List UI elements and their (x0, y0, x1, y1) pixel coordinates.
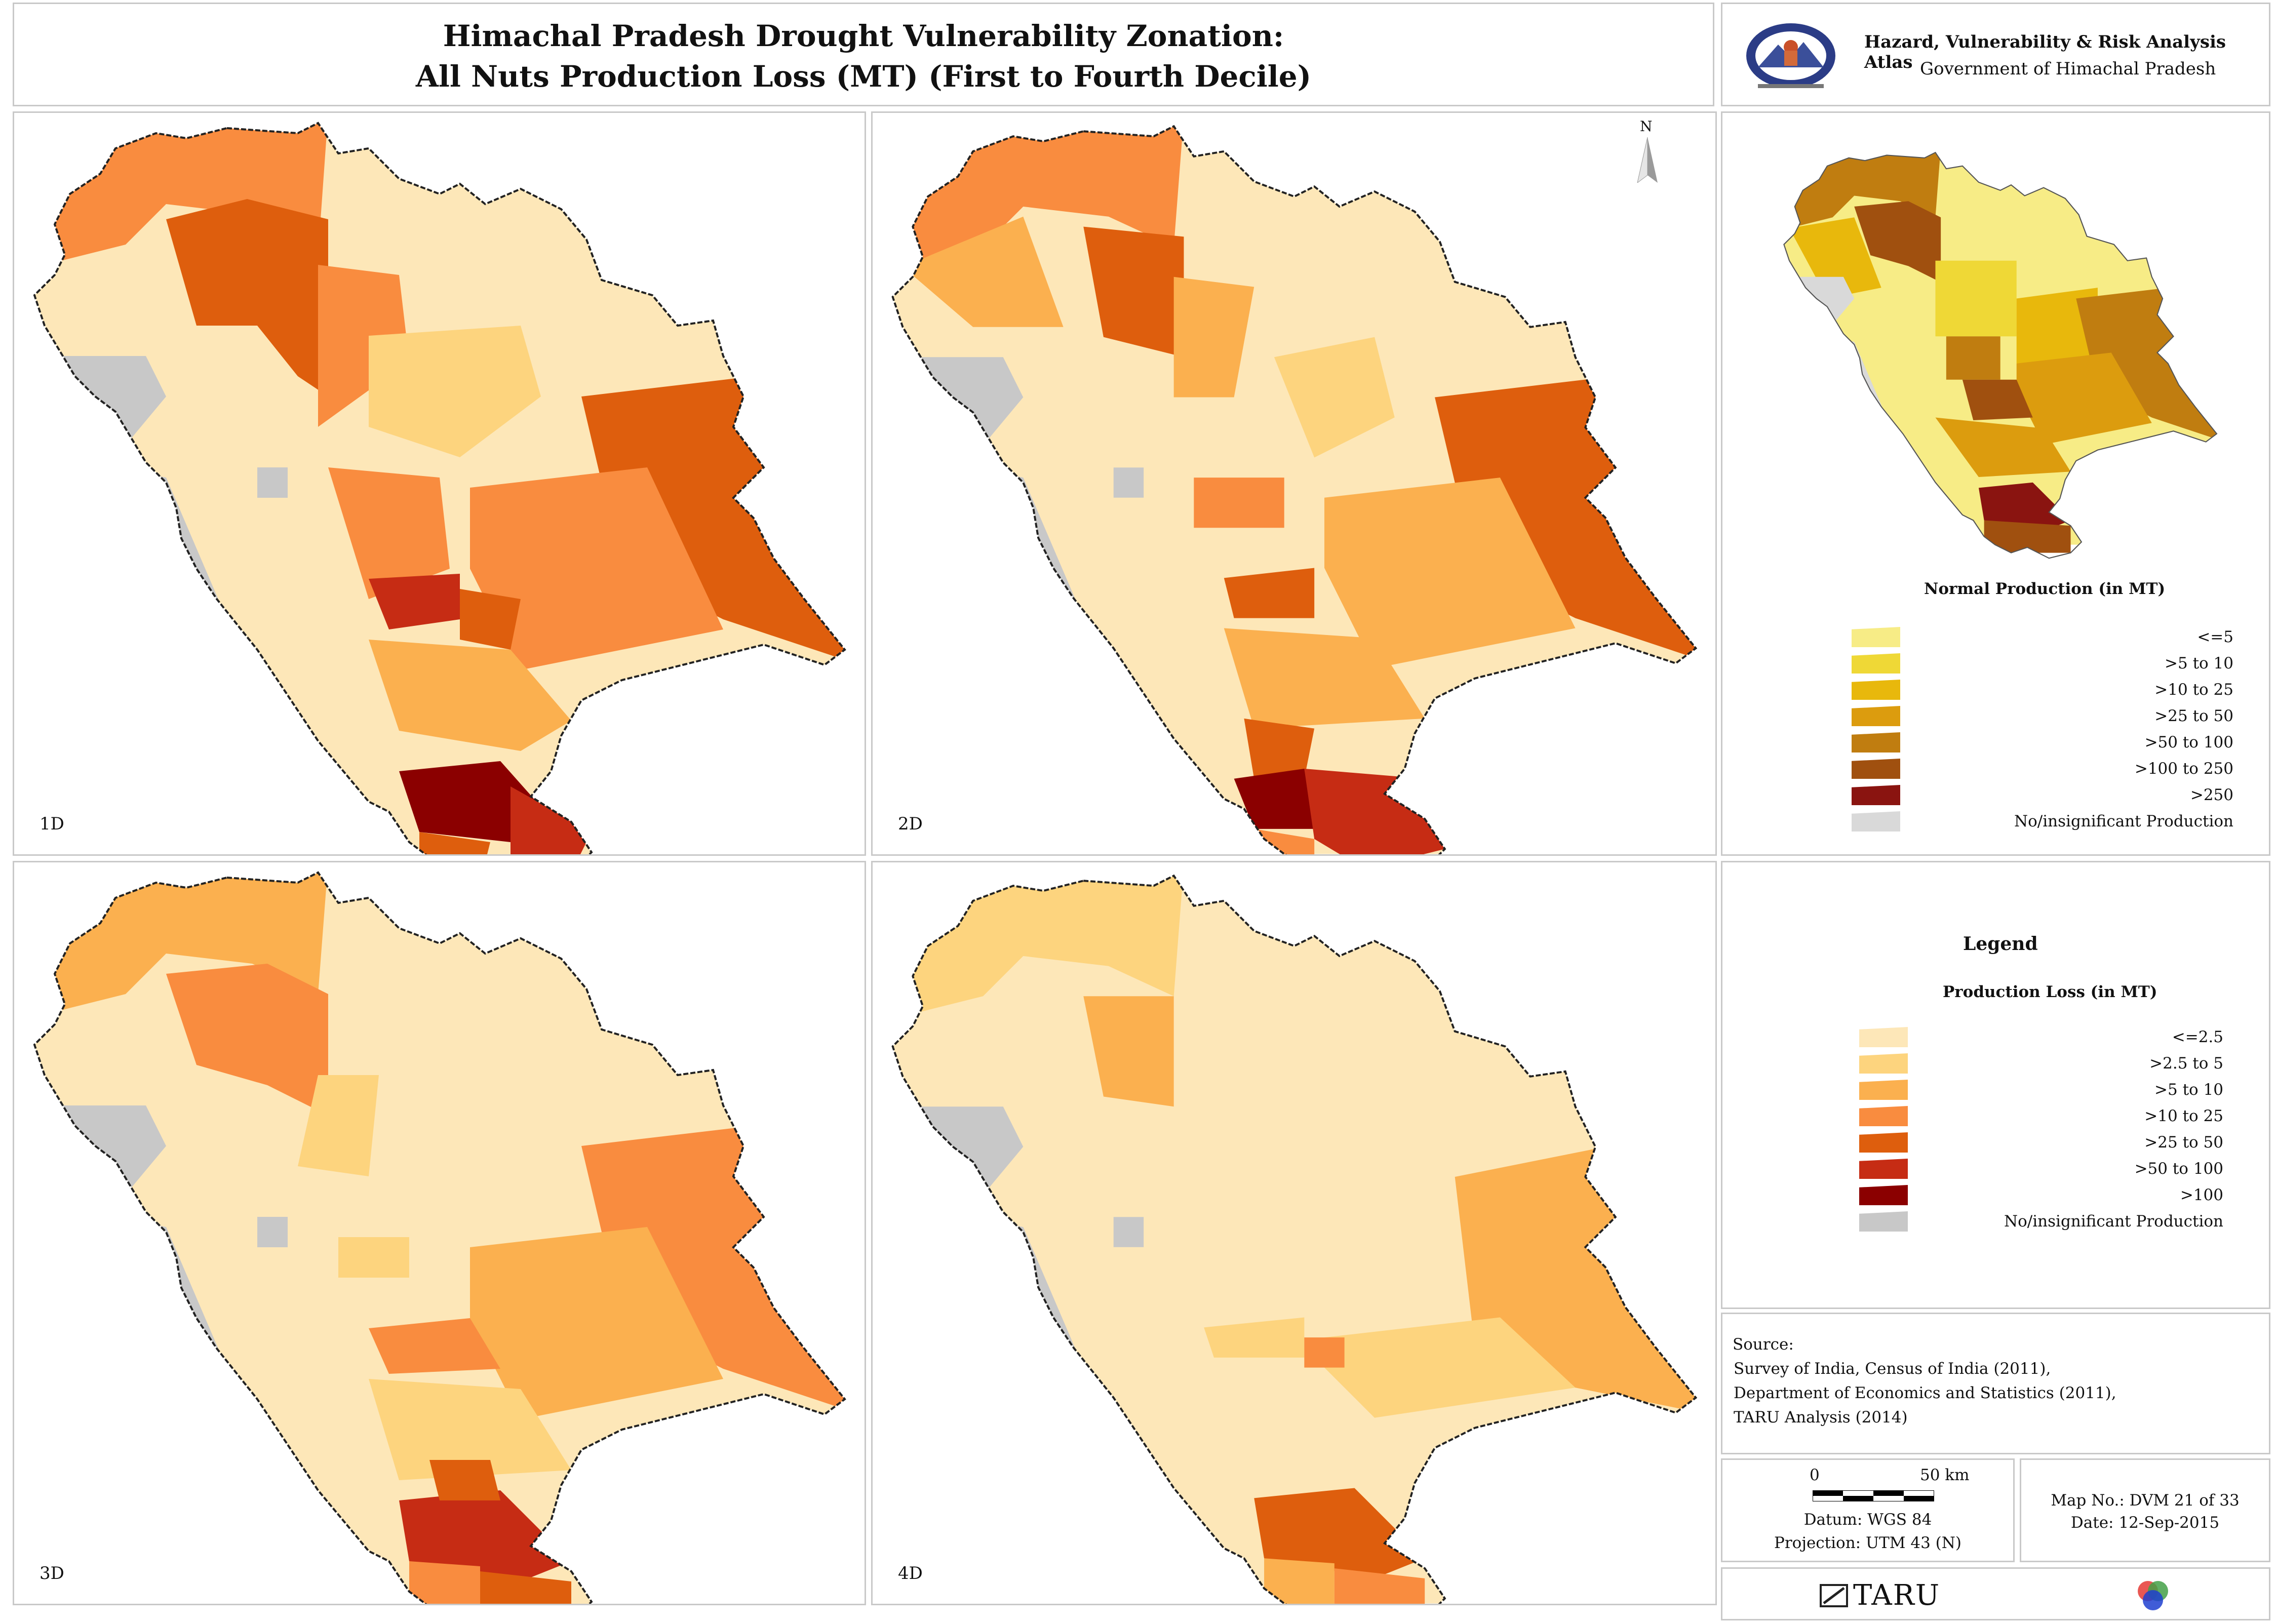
scale-max: 50 km (1920, 1466, 1970, 1484)
loss-label: >100 (2180, 1186, 2223, 1204)
loss-swatch (1859, 1053, 1908, 1074)
loss-swatch (1859, 1211, 1908, 1232)
source-line-3: TARU Analysis (2014) (1734, 1408, 1908, 1427)
normal-label: >250 (2190, 786, 2233, 804)
source-line-2: Department of Economics and Statistics (… (1734, 1384, 2116, 1402)
normal-swatch (1852, 627, 1900, 647)
loss-label: >25 to 50 (2144, 1133, 2223, 1152)
map-label-4d: 4D (898, 1563, 923, 1583)
loss-swatch (1859, 1106, 1908, 1126)
map-title-line2: All Nuts Production Loss (MT) (First to … (415, 59, 1312, 94)
map-label-3d: 3D (40, 1563, 64, 1583)
normal-production-panel: Normal Production (in MT) <=5 >5 to 10 >10… (1721, 111, 2270, 856)
normal-swatch (1852, 680, 1900, 700)
map-date: Date: 12-Sep-2015 (2070, 1514, 2220, 1532)
normal-label: >100 to 250 (2134, 760, 2233, 778)
loss-swatch (1859, 1159, 1908, 1179)
loss-legend-panel: Legend Production Loss (in MT) <=2.5 >2.5… (1721, 861, 2270, 1309)
atlas-government: Government of Himachal Pradesh (1920, 59, 2216, 79)
source-panel: Source: Survey of India, Census of India… (1721, 1313, 2270, 1454)
source-line-1: Survey of India, Census of India (2011), (1734, 1360, 2051, 1378)
map-panel-1d: 1D (13, 111, 866, 856)
normal-swatch (1852, 732, 1900, 752)
map-label-1d: 1D (40, 814, 64, 834)
legend-heading: Legend (1963, 933, 2038, 955)
projection-text: Projection: UTM 43 (N) (1774, 1534, 1961, 1552)
normal-label: <=5 (2197, 628, 2233, 646)
atlas-name: Hazard, Vulnerability & Risk Analysis At… (1864, 32, 2226, 72)
normal-production-title: Normal Production (in MT) (1924, 580, 2166, 598)
normal-swatch (1852, 759, 1900, 779)
taru-logo-icon (1820, 1584, 1848, 1607)
district-map-2d[interactable] (873, 113, 1717, 856)
loss-swatch (1859, 1080, 1908, 1100)
map-title-line1: Himachal Pradesh Drought Vulnerability Z… (443, 19, 1284, 53)
map-panel-3d: 3D (13, 861, 866, 1605)
map-panel-4d: 4D (871, 861, 1717, 1605)
normal-swatch (1852, 653, 1900, 674)
district-map-3d[interactable] (14, 862, 866, 1605)
loss-label: >50 to 100 (2134, 1160, 2223, 1178)
district-map-1d[interactable] (14, 113, 866, 856)
normal-label: >50 to 100 (2144, 733, 2233, 751)
loss-label: <=2.5 (2172, 1028, 2223, 1046)
normal-label: >5 to 10 (2165, 654, 2233, 672)
map-label-2d: 2D (898, 814, 923, 834)
scale-zero: 0 (1810, 1466, 1820, 1484)
source-heading: Source: (1733, 1335, 1794, 1354)
taru-brand: TARU (1853, 1579, 1941, 1612)
north-arrow-label: N (1640, 118, 1653, 135)
loss-legend-title: Production Loss (in MT) (1943, 983, 2157, 1001)
map-info-panel: Map No.: DVM 21 of 33 Date: 12-Sep-2015 (2020, 1458, 2270, 1562)
normal-production-inset-map[interactable] (1773, 118, 2229, 574)
color-circles-logo-icon (2138, 1581, 2168, 1610)
loss-swatch (1859, 1027, 1908, 1047)
normal-label: >25 to 50 (2154, 707, 2233, 725)
datum-text: Datum: WGS 84 (1803, 1511, 1932, 1529)
loss-swatch (1859, 1185, 1908, 1205)
normal-swatch (1852, 785, 1900, 805)
title-panel: Himachal Pradesh Drought Vulnerability Z… (13, 3, 1714, 106)
loss-label: No/insignificant Production (2004, 1212, 2223, 1231)
loss-label: >2.5 to 5 (2149, 1054, 2223, 1073)
loss-swatch (1859, 1132, 1908, 1153)
footer-panel: TARU (1721, 1567, 2270, 1620)
north-arrow-icon (1637, 137, 1658, 183)
normal-label: >10 to 25 (2154, 681, 2233, 699)
map-panel-2d: N 2D (871, 111, 1717, 856)
map-number: Map No.: DVM 21 of 33 (2051, 1491, 2240, 1510)
scale-bar-icon (1813, 1490, 1934, 1501)
normal-swatch (1852, 706, 1900, 726)
atlas-panel: Hazard, Vulnerability & Risk Analysis At… (1721, 3, 2270, 106)
normal-label: No/insignificant Production (2014, 812, 2233, 830)
emblem-icon (1746, 23, 1835, 88)
district-map-4d[interactable] (873, 862, 1717, 1605)
loss-label: >5 to 10 (2154, 1081, 2223, 1099)
scale-panel: 0 50 km Datum: WGS 84 Projection: UTM 43… (1721, 1458, 2015, 1562)
normal-swatch (1852, 811, 1900, 831)
loss-label: >10 to 25 (2144, 1107, 2223, 1125)
